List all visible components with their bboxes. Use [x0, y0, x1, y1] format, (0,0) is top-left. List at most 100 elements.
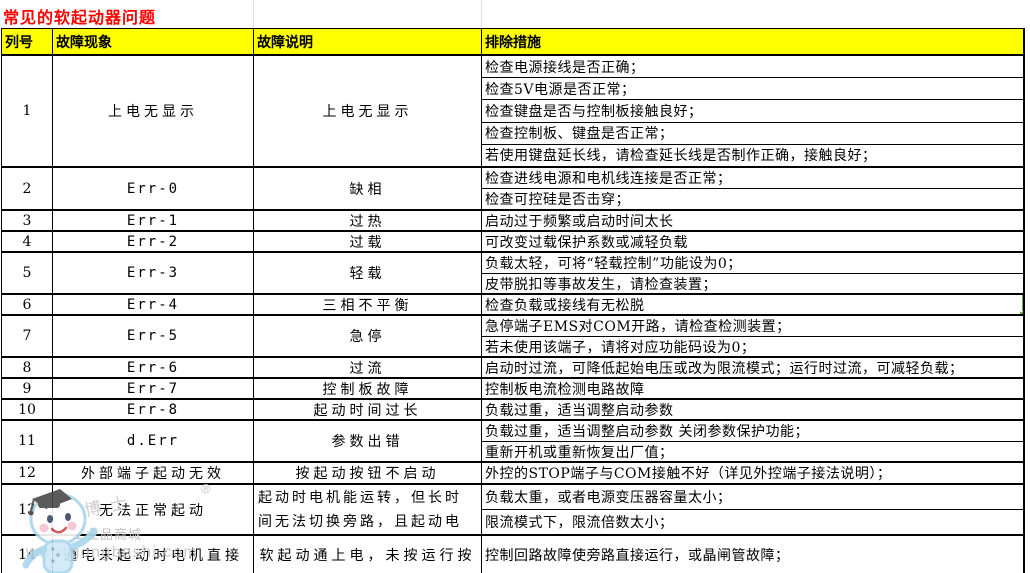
row-number-cell[interactable]: 12 [2, 463, 53, 483]
description-cell[interactable]: 上电无显示 [254, 56, 482, 166]
table-row-6: 6 Err-4 三相不平衡 检查负载或接线有无松脱 [2, 295, 1023, 316]
measure-cell[interactable]: 启动时过流，可降低起始电压或改为限流模式；运行时过流，可减轻负载； [485, 361, 964, 377]
title-gridline [481, 0, 482, 28]
phenomenon-cell[interactable]: Err-7 [53, 379, 254, 398]
column-header-3[interactable]: 排除措施 [485, 34, 541, 51]
table-row-5: 5 Err-3 轻载 负载太轻，可将“轻载控制”功能设为0； 皮带脱扣等事故发生，请检查… [2, 253, 1023, 295]
phenomenon-cell[interactable]: 外部端子起动无效 [53, 463, 254, 483]
phenomenon-cell[interactable]: Err-6 [53, 358, 254, 377]
measure-cell[interactable]: 控制回路故障使旁路直接运行，或晶闸管故障； [485, 548, 790, 564]
measures-cell-group: 启动过于频繁或启动时间太长 [482, 211, 1023, 230]
table-row-1: 1 上电无显示 上电无显示 检查电源接线是否正确； 检查5V电源是否正常； 检查键盘是否与… [2, 56, 1023, 168]
measures-cell-group: 启动时过流，可降低起始电压或改为限流模式；运行时过流，可减轻负载； [482, 358, 1023, 377]
row-number-cell[interactable]: 5 [2, 253, 53, 293]
table-row-9: 9 Err-7 控制板故障 控制板电流检测电路故障 [2, 379, 1023, 400]
measures-cell-group: 急停端子EMS对COM开路，请检查检测装置； 若未使用该端子，请将对应功能码设为0… [482, 316, 1023, 356]
row-number-cell[interactable]: 14 [2, 536, 53, 573]
measure-cell[interactable]: 重新开机或重新恢复出厂值； [485, 445, 674, 461]
measure-cell[interactable]: 检查控制板、键盘是否正常； [482, 123, 1023, 145]
measures-cell-group: 检查进线电源和电机线连接是否正常； 检查可控硅是否击穿； [482, 168, 1023, 209]
row-number-cell[interactable]: 10 [2, 400, 53, 419]
title-row: 常见的软起动器问题 [0, 0, 1030, 28]
column-header-0[interactable]: 列号 [2, 29, 53, 54]
phenomenon-cell[interactable]: 上电无显示 [53, 56, 254, 166]
table-body: 1 上电无显示 上电无显示 检查电源接线是否正确； 检查5V电源是否正常； 检查键盘是否与… [2, 56, 1023, 573]
phenomenon-cell[interactable]: Err-4 [53, 295, 254, 314]
measure-cell[interactable]: 若使用键盘延长线，请检查延长线是否制作正确，接触良好； [485, 148, 877, 165]
description-cell[interactable]: 缺相 [254, 168, 482, 209]
measures-cell-group: 负载过重，适当调整启动参数 [482, 400, 1023, 419]
measure-cell[interactable]: 若未使用该端子，请将对应功能码设为0； [485, 340, 756, 356]
description-cell[interactable]: 参数出错 [254, 421, 482, 461]
table-row-12: 12 外部端子起动无效 按起动按钮不启动 外控的STOP端子与COM接触不好（详见外控… [2, 463, 1023, 485]
measure-cell[interactable]: 负载过重，适当调整启动参数 [485, 403, 674, 419]
description-cell[interactable]: 三相不平衡 [254, 295, 482, 314]
description-cell[interactable]: 起动时电机能运转，但长时间无法切换旁路，且起动电 [254, 485, 482, 534]
table-row-13: 13 无法正常起动 起动时电机能运转，但长时间无法切换旁路，且起动电 负载太重，或者电… [2, 485, 1023, 536]
description-cell[interactable]: 过热 [254, 211, 482, 230]
title-gridline [253, 0, 254, 28]
measure-cell[interactable]: 负载太重，或者电源变压器容量太小； [482, 485, 1023, 510]
measure-cell[interactable]: 可改变过载保护系数或减轻负载 [485, 235, 688, 251]
measures-cell-group: 检查负载或接线有无松脱 [482, 295, 1023, 314]
row-number-cell[interactable]: 7 [2, 316, 53, 356]
column-header-1[interactable]: 故障现象 [53, 29, 254, 54]
measure-cell[interactable]: 皮带脱扣等事故发生，请检查装置； [485, 277, 717, 293]
row-number-cell[interactable]: 3 [2, 211, 53, 230]
measure-cell[interactable]: 检查键盘是否与控制板接触良好； [482, 100, 1023, 123]
row-number-cell[interactable]: 2 [2, 168, 53, 209]
column-header-2[interactable]: 故障说明 [254, 29, 482, 54]
row-number-cell[interactable]: 1 [2, 56, 53, 166]
measure-cell[interactable]: 检查电源接线是否正确； [482, 56, 1023, 79]
description-cell[interactable]: 过流 [254, 358, 482, 377]
phenomenon-cell[interactable]: 无法正常起动 [53, 485, 254, 534]
description-cell[interactable]: 过载 [254, 232, 482, 251]
row-number-cell[interactable]: 4 [2, 232, 53, 251]
measure-cell[interactable]: 检查进线电源和电机线连接是否正常； [482, 168, 1023, 189]
measures-cell-group: 负载太轻，可将“轻载控制”功能设为0； 皮带脱扣等事故发生，请检查装置； [482, 253, 1023, 293]
description-cell[interactable]: 起动时间过长 [254, 400, 482, 419]
measure-cell[interactable]: 控制板电流检测电路故障 [485, 382, 645, 398]
phenomenon-cell[interactable]: Err-3 [53, 253, 254, 293]
phenomenon-cell[interactable]: Err-2 [53, 232, 254, 251]
phenomenon-cell[interactable]: 通电未起动时电机直接 [53, 536, 254, 573]
measure-cell[interactable]: 负载太轻，可将“轻载控制”功能设为0； [482, 253, 1023, 274]
description-cell[interactable]: 急停 [254, 316, 482, 356]
phenomenon-cell[interactable]: Err-1 [53, 211, 254, 230]
measure-cell[interactable]: 启动过于频繁或启动时间太长 [485, 214, 674, 230]
table-header-row: 列号 故障现象 故障说明 排除措施 [2, 29, 1023, 56]
measures-cell-group: 检查电源接线是否正确； 检查5V电源是否正常； 检查键盘是否与控制板接触良好； 检查控… [482, 56, 1023, 166]
description-cell[interactable]: 控制板故障 [254, 379, 482, 398]
row-number-cell[interactable]: 6 [2, 295, 53, 314]
measure-cell[interactable]: 检查可控硅是否击穿； [485, 192, 630, 208]
measures-cell-group: 外控的STOP端子与COM接触不好（详见外控端子接法说明）； [482, 463, 1023, 483]
table-row-14: 14 通电未起动时电机直接 软起动通上电，未按运行按 控制回路故障使旁路直接运行，或晶… [2, 536, 1023, 573]
measures-cell-group: 负载过重，适当调整启动参数 关闭参数保护功能； 重新开机或重新恢复出厂值； [482, 421, 1023, 461]
measures-cell-group: 控制板电流检测电路故障 [482, 379, 1023, 398]
phenomenon-cell[interactable]: Err-5 [53, 316, 254, 356]
measures-cell-group: 负载太重，或者电源变压器容量太小； 限流模式下，限流倍数太小； [482, 485, 1023, 534]
phenomenon-cell[interactable]: Err-0 [53, 168, 254, 209]
table-row-4: 4 Err-2 过载 可改变过载保护系数或减轻负载 [2, 232, 1023, 253]
selected-cell[interactable]: 检查负载或接线有无松脱 [482, 295, 1023, 314]
table-row-2: 2 Err-0 缺相 检查进线电源和电机线连接是否正常； 检查可控硅是否击穿； [2, 168, 1023, 211]
measure-cell[interactable]: 限流模式下，限流倍数太小； [485, 515, 674, 531]
row-number-cell[interactable]: 8 [2, 358, 53, 377]
measure-cell[interactable]: 检查5V电源是否正常； [482, 78, 1023, 101]
measure-cell[interactable]: 急停端子EMS对COM开路，请检查检测装置； [482, 316, 1023, 337]
row-number-cell[interactable]: 9 [2, 379, 53, 398]
description-cell[interactable]: 轻载 [254, 253, 482, 293]
phenomenon-cell[interactable]: d.Err [53, 421, 254, 461]
fault-table: 列号 故障现象 故障说明 排除措施 1 上电无显示 上电无显示 检查电源接线是否正确； 检查5… [1, 28, 1025, 573]
measure-cell[interactable]: 外控的STOP端子与COM接触不好（详见外控端子接法说明）； [485, 466, 892, 482]
description-cell[interactable]: 按起动按钮不启动 [254, 463, 482, 483]
measures-cell-group: 控制回路故障使旁路直接运行，或晶闸管故障； [482, 536, 1023, 573]
row-number-cell[interactable]: 11 [2, 421, 53, 461]
measure-cell[interactable]: 负载过重，适当调整启动参数 关闭参数保护功能； [482, 421, 1023, 442]
measures-cell-group: 可改变过载保护系数或减轻负载 [482, 232, 1023, 251]
phenomenon-cell[interactable]: Err-8 [53, 400, 254, 419]
description-cell[interactable]: 软起动通上电，未按运行按 [254, 536, 482, 573]
row-number-cell[interactable]: 13 [2, 485, 53, 534]
sheet-title[interactable]: 常见的软起动器问题 [3, 8, 157, 27]
